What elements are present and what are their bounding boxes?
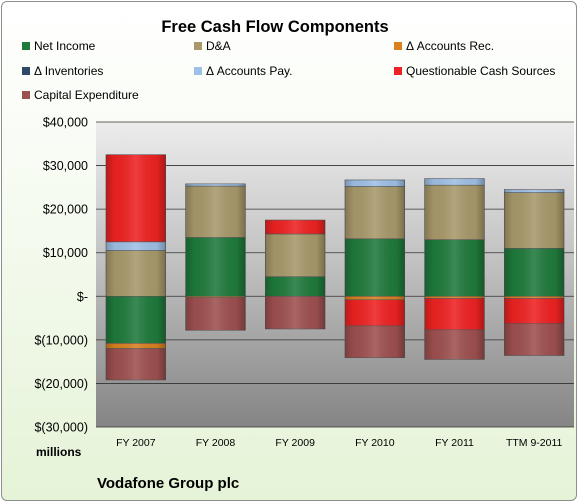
company-name: Vodafone Group plc [97,475,239,492]
bar-segment [503,192,565,249]
bar-segment [503,295,565,299]
bar-segment [185,183,246,187]
bar-segment [264,219,326,235]
legend-swatch [194,42,202,50]
legend-label: Net Income [34,39,96,53]
x-tick-label: FY 2009 [275,437,315,449]
bar-segment [105,250,167,297]
plot-area [96,122,574,427]
legend-label: Questionable Cash Sources [406,64,555,78]
bar-segment [424,184,485,240]
bar-segment [424,329,485,360]
legend-label: Δ Accounts Rec. [406,39,494,53]
bar-segment [185,237,246,297]
legend-label: Δ Inventories [34,64,103,78]
y-tick-label: $40,000 [43,116,88,130]
y-tick-label: $(10,000) [34,333,88,347]
y-tick-label: $20,000 [43,203,88,217]
legend-swatch [394,42,402,50]
x-axis-tick-labels: FY 2007 FY 2008 FY 2009 FY 2010 FY 2011 TTM 9… [116,437,562,449]
bar-segment [344,325,406,359]
x-tick-label: FY 2010 [355,437,395,449]
x-tick-label: TTM 9-2011 [506,437,563,449]
chart-title: Free Cash Flow Components [161,18,388,36]
legend-swatch [194,67,202,75]
bar-segment [105,348,167,381]
y-tick-label: $10,000 [43,246,88,260]
legend-label: Δ Accounts Pay. [206,64,293,78]
y-tick-label: $(20,000) [34,377,88,391]
y-tick-label: $- [77,290,88,304]
bar-segment [105,295,167,344]
legend-swatch [22,42,30,50]
bar-segment [105,154,167,243]
bar-segment [185,297,246,331]
y-tick-label: $(30,000) [34,421,88,435]
legend: Net Income D&A Δ Accounts Rec. Δ Inventorie… [22,39,555,102]
bar-segment [105,241,167,251]
bar-segment [344,179,406,187]
y-tick-label: $30,000 [43,159,88,173]
bar-segment [424,298,485,331]
bar-segment [185,185,246,238]
bar-segment [503,298,565,325]
x-tick-label: FY 2007 [116,437,156,449]
bar-segment [264,233,326,277]
legend-label: Capital Expenditure [34,88,139,102]
y-axis-tick-labels: $40,000 $30,000 $20,000 $10,000 $- $(10,000) $… [34,116,88,435]
bar-segment [344,295,406,301]
bar-segment [264,276,326,297]
bars [105,154,565,381]
bar-segment [503,248,565,297]
bar-segment [424,239,485,297]
legend-swatch [22,91,30,99]
bar-segment [503,189,565,193]
x-tick-label: FY 2011 [435,437,474,449]
x-tick-label: FY 2008 [196,437,236,449]
bar-segment [424,178,485,186]
bar-segment [424,295,485,299]
bar-segment [503,323,565,356]
legend-swatch [22,67,30,75]
bar-segment [344,238,406,297]
bar-segment [105,343,167,349]
legend-swatch [394,67,402,75]
unit-label: millions [36,445,82,459]
bar-segment [344,186,406,240]
bar-segment [344,299,406,327]
grid-lines [96,121,574,428]
legend-label: D&A [206,39,231,53]
bar-segment [264,295,326,330]
